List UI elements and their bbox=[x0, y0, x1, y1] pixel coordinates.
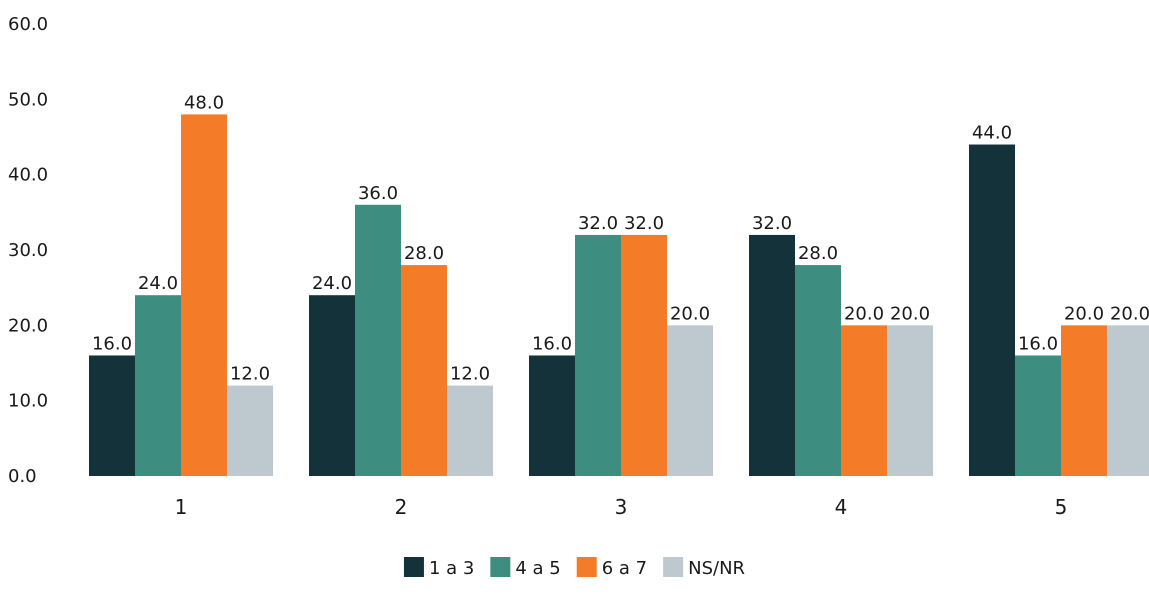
data-label: 36.0 bbox=[358, 183, 398, 204]
legend-swatch bbox=[490, 557, 511, 577]
data-label: 32.0 bbox=[578, 213, 618, 234]
data-label: 20.0 bbox=[844, 303, 884, 324]
x-tick-label: 4 bbox=[835, 495, 848, 519]
x-tick-label: 5 bbox=[1055, 495, 1068, 519]
bar bbox=[309, 295, 355, 476]
legend-item: NS/NR bbox=[663, 557, 745, 579]
bar bbox=[227, 385, 273, 476]
data-label: 20.0 bbox=[890, 303, 930, 324]
data-label: 16.0 bbox=[1018, 333, 1058, 354]
data-label: 16.0 bbox=[92, 333, 132, 354]
data-label: 20.0 bbox=[1064, 303, 1104, 324]
data-label: 32.0 bbox=[624, 213, 664, 234]
bar bbox=[621, 234, 667, 476]
data-label: 24.0 bbox=[312, 273, 352, 294]
y-tick-label: 20.0 bbox=[8, 315, 48, 336]
bar bbox=[887, 325, 933, 476]
bar bbox=[795, 265, 841, 476]
data-label: 48.0 bbox=[184, 92, 224, 113]
data-label: 24.0 bbox=[138, 273, 178, 294]
y-tick-label: 0.0 bbox=[8, 466, 37, 487]
bar bbox=[181, 114, 227, 477]
data-label: 20.0 bbox=[1110, 303, 1149, 324]
data-label: 32.0 bbox=[752, 213, 792, 234]
data-label: 12.0 bbox=[450, 364, 490, 385]
bar bbox=[667, 325, 713, 476]
y-tick-label: 40.0 bbox=[8, 165, 48, 186]
y-tick-label: 60.0 bbox=[8, 14, 48, 35]
data-label: 28.0 bbox=[798, 243, 838, 264]
legend-swatch bbox=[403, 557, 424, 577]
bar bbox=[529, 355, 575, 476]
bar bbox=[135, 295, 181, 476]
bar bbox=[841, 325, 887, 476]
x-tick-label: 3 bbox=[615, 495, 628, 519]
bar bbox=[969, 144, 1015, 477]
data-label: 12.0 bbox=[230, 364, 270, 385]
legend-item: 1 a 3 bbox=[403, 557, 474, 579]
legend-item: 6 a 7 bbox=[576, 557, 647, 579]
data-label: 44.0 bbox=[972, 123, 1012, 144]
legend-label: 1 a 3 bbox=[429, 558, 474, 579]
x-tick-label: 2 bbox=[395, 495, 408, 519]
y-tick-label: 50.0 bbox=[8, 89, 48, 110]
bar bbox=[89, 355, 135, 476]
y-tick-label: 10.0 bbox=[8, 391, 48, 412]
bar bbox=[575, 234, 621, 476]
bar bbox=[401, 265, 447, 476]
bar bbox=[1107, 325, 1149, 476]
x-axis: 1 2 3 4 5 bbox=[175, 495, 1068, 519]
x-tick-label: 1 bbox=[175, 495, 188, 519]
legend-label: 4 a 5 bbox=[515, 558, 560, 579]
data-label: 16.0 bbox=[532, 333, 572, 354]
bars bbox=[89, 114, 1149, 477]
bar bbox=[749, 234, 795, 476]
legend-item: 4 a 5 bbox=[490, 557, 561, 579]
legend-label: 6 a 7 bbox=[602, 558, 647, 579]
bar bbox=[1015, 355, 1061, 476]
legend-swatch bbox=[663, 557, 684, 577]
data-label: 20.0 bbox=[670, 303, 710, 324]
bar bbox=[1061, 325, 1107, 476]
data-labels: 16.0 24.0 48.0 12.0 24.0 36.0 28.0 12.0 16.0 32.0… bbox=[92, 92, 1149, 384]
legend-swatch bbox=[576, 557, 597, 577]
bar bbox=[447, 385, 493, 476]
y-tick-label: 30.0 bbox=[8, 240, 48, 261]
bar bbox=[355, 204, 401, 477]
data-label: 28.0 bbox=[404, 243, 444, 264]
y-axis: 0.0 10.0 20.0 30.0 40.0 50.0 60.0 bbox=[8, 14, 48, 487]
legend: 1 a 3 4 a 5 6 a 7 NS/NR bbox=[403, 557, 745, 579]
legend-label: NS/NR bbox=[688, 558, 745, 579]
